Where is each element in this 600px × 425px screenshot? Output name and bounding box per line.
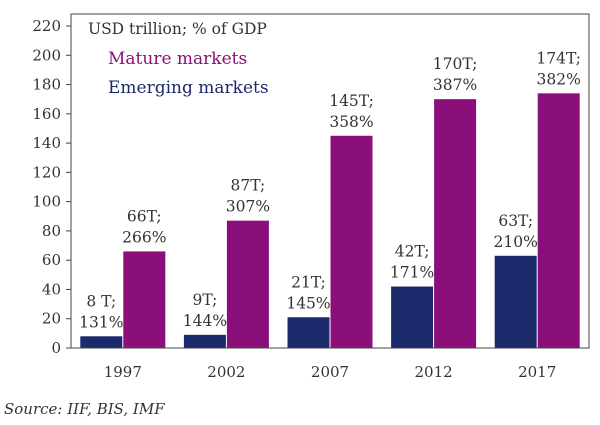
bar-emerging-2012 [391,286,434,348]
plot-frame [70,13,590,349]
x-tick-label: 2017 [518,363,556,381]
data-label-mature-gdp: 387% [433,76,477,94]
y-tick-label: 200 [32,46,61,64]
y-axis: 0 20 40 60 80 100 120 140 160 180 200 220 [32,17,71,357]
bar-emerging-2017 [494,255,537,348]
legend: Mature markets Emerging markets [108,49,269,98]
x-tick-label: 2007 [311,363,349,381]
bar-mature-1997 [123,251,166,348]
data-label-emerging-gdp: 171% [390,264,434,282]
data-label-mature-amount: 170T; [433,55,478,73]
data-label-emerging-amount: 42T; [395,243,430,261]
y-tick-label: 120 [32,163,61,181]
x-axis: 1997 2002 2007 2012 2017 [104,363,557,381]
bar-mature-2012 [434,99,477,348]
bar-mature-2002 [226,220,269,348]
chart-title: USD trillion; % of GDP [88,20,267,38]
legend-mature-markets: Mature markets [108,49,247,69]
data-label-mature-amount: 87T; [231,177,266,195]
source-note: Source: IIF, BIS, IMF [4,400,165,418]
y-tick-label: 220 [32,17,61,35]
data-label-mature-gdp: 382% [537,70,581,88]
data-label-mature-amount: 66T; [127,207,162,225]
data-label-emerging-amount: 63T; [498,212,533,230]
data-label-mature-amount: 174T; [536,49,581,67]
y-tick-label: 0 [51,339,61,357]
data-label-emerging-gdp: 145% [286,294,330,312]
data-label-emerging-amount: 8 T; [86,292,116,310]
bars [80,93,580,348]
y-tick-label: 180 [32,76,61,94]
legend-emerging-markets: Emerging markets [108,78,269,98]
data-label-mature-amount: 145T; [329,92,374,110]
y-tick-label: 100 [32,193,61,211]
bar-emerging-2002 [183,334,226,348]
y-tick-label: 40 [42,280,61,298]
y-tick-label: 140 [32,134,61,152]
y-tick-label: 80 [42,222,61,240]
data-label-emerging-amount: 9T; [192,291,217,309]
data-label-emerging-gdp: 144% [183,312,227,330]
y-tick-label: 160 [32,105,61,123]
data-label-mature-gdp: 307% [226,198,270,216]
x-tick-label: 1997 [104,363,142,381]
y-tick-label: 20 [42,310,61,328]
bar-mature-2007 [330,135,373,348]
x-tick-label: 2012 [415,363,453,381]
data-label-mature-gdp: 266% [122,228,166,246]
x-tick-label: 2002 [207,363,245,381]
data-label-mature-gdp: 358% [329,113,373,131]
data-labels: 8 T; 131% 66T; 266% 9T; 144% 87T; 307% 21T; 145% 1… [79,49,581,331]
data-label-emerging-amount: 21T; [291,273,326,291]
bar-mature-2017 [537,93,580,348]
bar-emerging-2007 [287,317,330,348]
data-label-emerging-gdp: 131% [79,313,123,331]
y-tick-label: 60 [42,251,61,269]
bar-emerging-1997 [80,336,123,348]
data-label-emerging-gdp: 210% [494,233,538,251]
